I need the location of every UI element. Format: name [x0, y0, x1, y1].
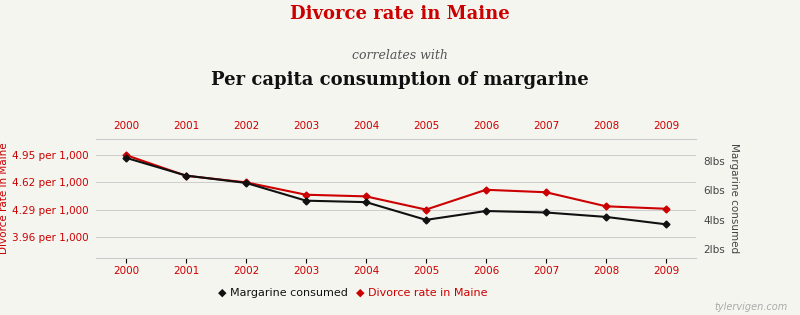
Text: Per capita consumption of margarine: Per capita consumption of margarine: [211, 71, 589, 89]
Text: ◆ Margarine consumed: ◆ Margarine consumed: [218, 288, 348, 298]
Y-axis label: Divorce rate in Maine: Divorce rate in Maine: [0, 143, 9, 254]
Y-axis label: Margarine consumed: Margarine consumed: [730, 143, 739, 254]
Text: correlates with: correlates with: [352, 49, 448, 62]
Text: Divorce rate in Maine: Divorce rate in Maine: [290, 5, 510, 23]
Text: ◆ Divorce rate in Maine: ◆ Divorce rate in Maine: [356, 288, 487, 298]
Text: tylervigen.com: tylervigen.com: [714, 302, 788, 312]
